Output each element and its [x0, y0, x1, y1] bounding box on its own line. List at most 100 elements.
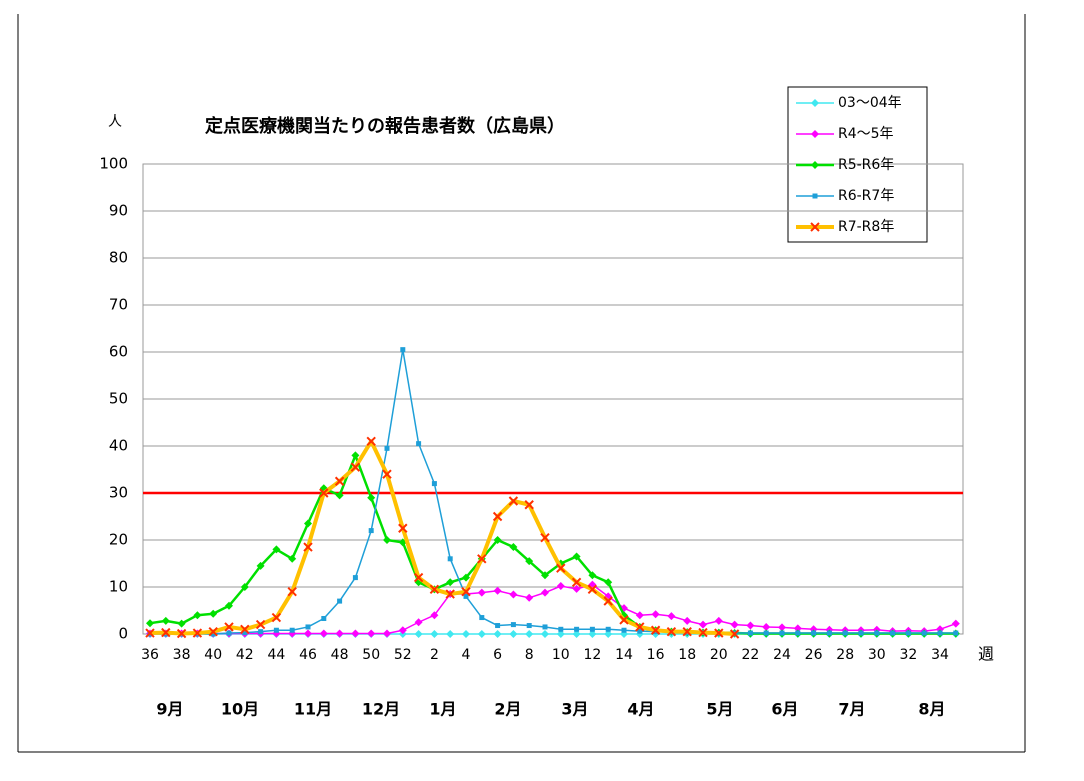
marker — [951, 619, 960, 628]
marker — [587, 584, 598, 595]
marker — [508, 496, 519, 506]
marker — [542, 624, 548, 630]
month-label: 6月 — [771, 700, 798, 719]
marker — [826, 630, 832, 636]
marker — [842, 630, 848, 636]
marker — [811, 630, 817, 636]
marker — [921, 630, 927, 636]
marker — [304, 629, 312, 638]
marker — [367, 493, 376, 502]
marker — [368, 528, 374, 534]
x-tick-label: 2 — [430, 647, 439, 663]
marker — [953, 630, 959, 636]
month-label: 10月 — [221, 700, 259, 719]
x-axis-label: 週 — [978, 645, 994, 664]
legend-label: 03～04年 — [838, 95, 902, 111]
y-tick-label: 10 — [109, 578, 128, 596]
x-tick-label: 46 — [299, 647, 317, 663]
marker — [477, 588, 486, 597]
y-tick-label: 60 — [109, 343, 128, 361]
month-label: 8月 — [918, 700, 945, 719]
x-tick-label: 50 — [362, 647, 380, 663]
marker — [413, 572, 424, 583]
marker — [210, 631, 216, 637]
x-tick-label: 42 — [236, 647, 254, 663]
marker — [604, 630, 613, 638]
month-label: 1月 — [429, 700, 456, 719]
x-tick-label: 24 — [773, 647, 791, 663]
marker — [778, 623, 786, 632]
marker — [240, 624, 250, 635]
marker — [779, 630, 785, 636]
y-tick-label: 20 — [109, 531, 128, 549]
marker — [525, 557, 534, 566]
marker — [430, 630, 439, 638]
marker — [509, 630, 518, 638]
marker — [319, 629, 328, 638]
marker — [335, 629, 344, 638]
x-tick-label: 6 — [493, 647, 502, 663]
marker — [605, 626, 611, 632]
x-tick-label: 22 — [741, 647, 759, 663]
marker — [384, 445, 390, 451]
month-label: 11月 — [294, 700, 332, 719]
marker — [525, 593, 534, 602]
marker — [242, 630, 248, 636]
marker — [287, 586, 297, 597]
x-tick-label: 4 — [462, 647, 471, 663]
x-tick-label: 36 — [141, 647, 159, 663]
x-tick-label: 30 — [868, 647, 886, 663]
marker — [635, 622, 645, 632]
legend-marker — [810, 222, 820, 232]
marker — [493, 630, 502, 638]
marker — [604, 578, 613, 587]
month-label: 4月 — [627, 700, 654, 719]
marker — [556, 630, 565, 638]
marker — [572, 552, 581, 561]
y-tick-label: 80 — [109, 249, 128, 267]
marker — [683, 616, 692, 625]
marker — [571, 577, 582, 588]
x-tick-label: 8 — [525, 647, 534, 663]
marker — [524, 500, 534, 510]
marker — [383, 629, 391, 638]
marker — [746, 621, 755, 630]
marker — [477, 630, 486, 638]
marker — [747, 630, 753, 636]
marker — [795, 630, 801, 636]
month-label: 2月 — [494, 700, 521, 719]
marker — [762, 622, 771, 631]
month-label: 12月 — [362, 700, 400, 719]
marker — [429, 584, 440, 595]
marker — [240, 583, 249, 591]
marker — [874, 630, 880, 636]
marker — [208, 626, 218, 637]
marker — [382, 469, 392, 479]
legend-marker — [811, 130, 819, 138]
marker — [461, 586, 471, 597]
marker — [589, 626, 595, 632]
x-tick-label: 16 — [647, 647, 665, 663]
x-tick-label: 26 — [805, 647, 823, 663]
marker — [319, 488, 329, 498]
marker — [477, 554, 487, 564]
series-line — [150, 583, 957, 635]
marker — [509, 543, 518, 552]
marker — [446, 578, 455, 587]
marker — [176, 628, 187, 639]
x-tick-label: 18 — [678, 647, 696, 663]
marker — [603, 596, 613, 606]
month-label: 3月 — [561, 700, 588, 719]
marker — [574, 626, 580, 632]
marker — [937, 630, 943, 636]
marker — [588, 571, 597, 580]
marker — [510, 622, 516, 628]
marker — [447, 556, 453, 562]
chart-title: 定点医療機関当たりの報告患者数（広島県） — [205, 115, 565, 137]
y-axis-label: 人 — [108, 114, 122, 130]
y-tick-label: 40 — [109, 437, 128, 455]
x-tick-label: 38 — [173, 647, 191, 663]
x-tick-label: 52 — [394, 647, 412, 663]
marker — [635, 611, 644, 620]
legend-label: R6-R7年 — [838, 188, 894, 204]
